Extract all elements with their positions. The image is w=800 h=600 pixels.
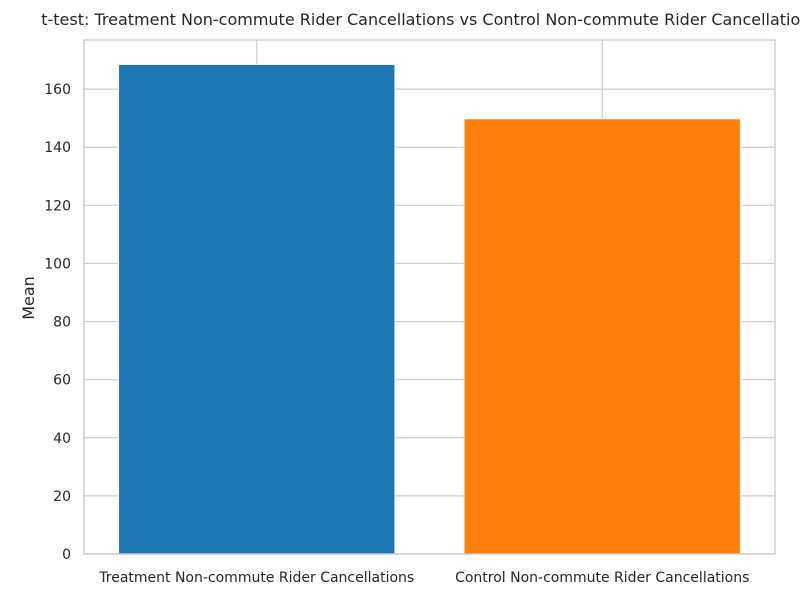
y-tick-label: 100 (44, 256, 71, 272)
chart-title: t-test: Treatment Non-commute Rider Canc… (41, 10, 800, 29)
y-axis-ticks: 0 20 40 60 80 100 120 140 160 (44, 82, 71, 563)
y-tick-label: 20 (53, 489, 71, 505)
y-tick-label: 0 (62, 547, 71, 563)
bar (463, 118, 741, 555)
y-tick-label: 140 (44, 140, 71, 156)
y-tick-label: 160 (44, 82, 71, 98)
plot-frame (83, 39, 776, 555)
y-axis-title: Mean (19, 276, 38, 320)
x-tick-label: Control Non-commute Rider Cancellations (455, 570, 749, 586)
x-axis-ticks: Treatment Non-commute Rider Cancellation… (98, 570, 749, 586)
y-tick-label: 80 (53, 315, 71, 331)
x-tick-label: Treatment Non-commute Rider Cancellation… (98, 570, 414, 586)
bar (118, 63, 396, 555)
y-tick-label: 120 (44, 198, 71, 214)
y-tick-label: 40 (53, 431, 71, 447)
axes-frame (83, 39, 776, 555)
y-tick-label: 60 (53, 373, 71, 389)
bars (118, 63, 741, 555)
